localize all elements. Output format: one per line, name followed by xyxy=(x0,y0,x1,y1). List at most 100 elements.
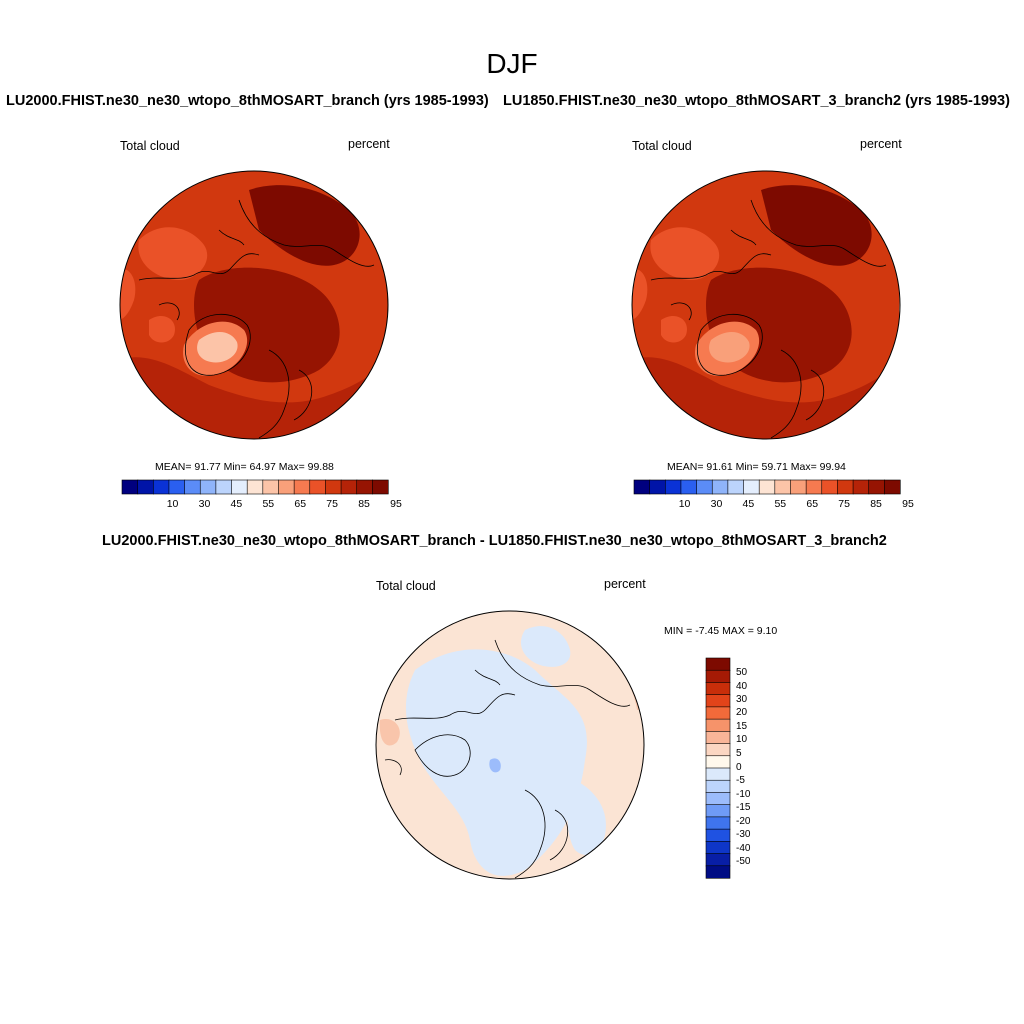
diff-panel-tick: 50 xyxy=(736,667,748,678)
colorbar-swatch xyxy=(727,479,745,495)
panel-1-tick: 95 xyxy=(390,498,402,510)
panel-1-polar-map xyxy=(119,170,389,440)
diff-panel-polar-map xyxy=(375,610,645,880)
panel-2-colorbar xyxy=(633,479,901,495)
panel-2-tick: 85 xyxy=(870,498,882,510)
colorbar-swatch xyxy=(664,479,682,495)
panel-1-title: LU2000.FHIST.ne30_ne30_wtopo_8thMOSART_b… xyxy=(6,93,489,109)
panel-1-tick: 75 xyxy=(326,498,338,510)
diff-panel-tick: 40 xyxy=(736,681,748,692)
colorbar-swatch xyxy=(743,479,760,495)
panel-2-colorbar-ticks: 10 30 45 55 65 75 85 95 xyxy=(634,498,914,512)
diff-panel-title: LU2000.FHIST.ne30_ne30_wtopo_8thMOSART_b… xyxy=(102,533,887,549)
colorbar-swatch xyxy=(649,479,666,495)
diff-panel-tick: -50 xyxy=(736,856,751,867)
panel-2-tick: 45 xyxy=(742,498,755,510)
colorbar-swatch xyxy=(184,479,201,495)
panel-2-tick: 30 xyxy=(710,498,723,510)
colorbar-swatch xyxy=(837,479,854,495)
diff-panel-tick: 15 xyxy=(736,721,748,732)
diff-panel-tick: 0 xyxy=(736,762,742,773)
panel-1-colorbar xyxy=(121,479,389,495)
diff-panel-units-label: percent xyxy=(604,577,646,591)
colorbar-swatch xyxy=(705,828,731,842)
panel-1-variable-label: Total cloud xyxy=(120,139,180,153)
colorbar-swatch xyxy=(705,743,731,757)
panel-2-tick: 10 xyxy=(678,498,691,510)
colorbar-swatch xyxy=(705,779,731,794)
colorbar-swatch xyxy=(705,657,731,671)
colorbar-swatch xyxy=(790,479,807,495)
colorbar-swatch xyxy=(340,479,358,495)
colorbar-swatch xyxy=(705,706,731,720)
panel-2-title: LU1850.FHIST.ne30_ne30_wtopo_8thMOSART_3… xyxy=(503,93,1010,109)
panel-2-tick: 55 xyxy=(774,498,787,510)
diff-panel-tick: 20 xyxy=(736,707,748,718)
colorbar-swatch xyxy=(680,479,698,495)
panel-1-tick: 55 xyxy=(262,498,275,510)
panel-2-polar-map xyxy=(631,170,901,440)
panel-1-tick: 30 xyxy=(198,498,211,510)
colorbar-swatch xyxy=(309,479,327,495)
colorbar-swatch xyxy=(821,479,839,495)
colorbar-swatch xyxy=(868,479,885,495)
colorbar-swatch xyxy=(705,718,731,732)
panel-2-tick: 75 xyxy=(838,498,850,510)
colorbar-swatch xyxy=(705,841,731,855)
colorbar-swatch xyxy=(199,479,217,495)
colorbar-swatch xyxy=(152,479,170,495)
colorbar-swatch xyxy=(774,479,792,495)
colorbar-swatch xyxy=(293,479,311,495)
colorbar-swatch xyxy=(278,479,295,495)
panel-1-tick: 10 xyxy=(166,498,179,510)
colorbar-swatch xyxy=(758,479,776,495)
panel-2-units-label: percent xyxy=(860,137,902,151)
panel-1-tick: 45 xyxy=(230,498,243,510)
colorbar-swatch xyxy=(711,479,729,495)
panel-2-stats: MEAN= 91.61 Min= 59.71 Max= 99.94 xyxy=(667,461,846,473)
colorbar-swatch xyxy=(805,479,823,495)
colorbar-swatch xyxy=(705,792,731,806)
colorbar-swatch xyxy=(633,479,651,495)
diff-panel-variable-label: Total cloud xyxy=(376,579,436,593)
colorbar-swatch xyxy=(705,767,731,781)
colorbar-swatch xyxy=(852,479,870,495)
diff-panel-colorbar-ticks: 50 40 30 20 15 10 5 0 -5 -10 -15 -20 -30… xyxy=(736,658,766,878)
colorbar-swatch xyxy=(705,755,731,769)
colorbar-swatch xyxy=(696,479,713,495)
diff-panel-tick: -15 xyxy=(736,802,751,813)
diff-panel-tick: -30 xyxy=(736,829,751,840)
colorbar-swatch xyxy=(705,694,731,708)
colorbar-swatch xyxy=(705,731,731,745)
diff-panel-tick: 10 xyxy=(736,734,748,745)
panel-2-tick: 65 xyxy=(806,498,819,510)
panel-1-colorbar-ticks: 10 30 45 55 65 75 85 95 xyxy=(122,498,402,512)
panel-1-stats: MEAN= 91.77 Min= 64.97 Max= 99.88 xyxy=(155,461,334,473)
colorbar-swatch xyxy=(231,479,248,495)
diff-panel-tick: 5 xyxy=(736,748,742,759)
diff-panel-stats: MIN = -7.45 MAX = 9.10 xyxy=(664,625,778,637)
colorbar-swatch xyxy=(137,479,154,495)
colorbar-swatch xyxy=(705,816,731,830)
panel-2-tick: 95 xyxy=(902,498,914,510)
colorbar-swatch xyxy=(884,479,901,495)
colorbar-swatch xyxy=(705,804,731,818)
colorbar-swatch xyxy=(262,479,280,495)
colorbar-swatch xyxy=(705,853,731,867)
diff-panel-tick: -5 xyxy=(736,775,745,786)
colorbar-swatch xyxy=(372,479,389,495)
colorbar-swatch xyxy=(705,865,731,879)
diff-panel-colorbar xyxy=(705,657,731,879)
diff-panel-tick: -40 xyxy=(736,843,751,854)
colorbar-swatch xyxy=(246,479,264,495)
diff-panel-tick: 30 xyxy=(736,694,748,705)
colorbar-swatch xyxy=(705,682,731,696)
panel-1-tick: 65 xyxy=(294,498,307,510)
colorbar-swatch xyxy=(325,479,342,495)
figure-title: DJF xyxy=(486,48,538,79)
diff-panel-tick: -10 xyxy=(736,789,751,800)
diff-panel-tick: -20 xyxy=(736,816,751,827)
colorbar-swatch xyxy=(121,479,139,495)
panel-1-units-label: percent xyxy=(348,137,390,151)
colorbar-swatch xyxy=(356,479,373,495)
